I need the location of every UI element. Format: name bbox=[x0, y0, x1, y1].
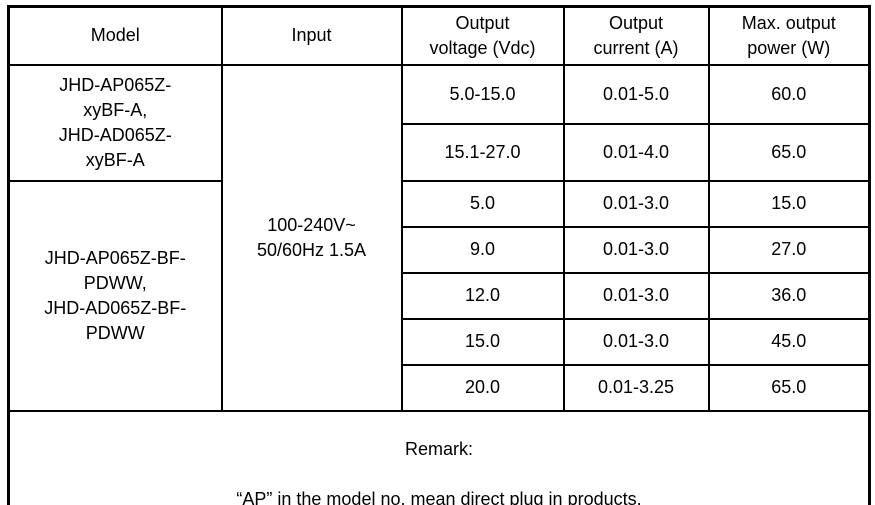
header-cell-model: Model bbox=[7, 5, 223, 66]
output-current-cell: 0.01-5.0 bbox=[562, 63, 710, 125]
output-voltage-cell: 15.1-27.0 bbox=[400, 122, 565, 182]
output-current-cell: 0.01-3.0 bbox=[562, 317, 710, 366]
model-cell-group-2: JHD-AP065Z-BF- PDWW, JHD-AD065Z-BF- PDWW bbox=[7, 179, 223, 412]
header-cell-input: Input bbox=[220, 5, 403, 66]
table-row: 9.0 0.01-3.0 27.0 bbox=[9, 225, 871, 274]
remark-line-ap: “AP” in the model no. mean direct plug i… bbox=[236, 488, 642, 505]
max-power-cell: 65.0 bbox=[707, 363, 871, 412]
header-cell-output-current: Output current (A) bbox=[562, 5, 710, 66]
output-voltage-cell: 12.0 bbox=[400, 271, 565, 320]
max-power-cell: 15.0 bbox=[707, 179, 871, 228]
header-cell-max-output-power: Max. output power (W) bbox=[707, 5, 871, 66]
header-row: Model Input Output voltage (Vdc) Output … bbox=[7, 5, 871, 66]
max-power-cell: 45.0 bbox=[707, 317, 871, 366]
spec-table: Model Input Output voltage (Vdc) Output … bbox=[7, 5, 871, 505]
model-cell-group-1: JHD-AP065Z- xyBF-A, JHD-AD065Z- xyBF-A bbox=[7, 63, 223, 182]
remark-title: Remark: bbox=[404, 438, 473, 459]
output-current-cell: 0.01-4.0 bbox=[562, 122, 710, 182]
max-power-cell: 65.0 bbox=[707, 122, 871, 182]
table-row: JHD-AP065Z-BF- PDWW, JHD-AD065Z-BF- PDWW… bbox=[7, 179, 871, 412]
output-current-cell: 0.01-3.25 bbox=[562, 363, 710, 412]
input-cell: 100-240V~ 50/60Hz 1.5A bbox=[220, 63, 403, 412]
output-voltage-cell: 20.0 bbox=[400, 363, 565, 412]
output-voltage-cell: 5.0 bbox=[400, 179, 565, 228]
max-power-cell: 36.0 bbox=[707, 271, 871, 320]
table-row: 15.1-27.0 0.01-4.0 65.0 bbox=[9, 122, 871, 182]
table-row: 12.0 0.01-3.0 36.0 bbox=[9, 271, 871, 320]
remark-row: Remark: “AP” in the model no. mean direc… bbox=[7, 409, 871, 505]
output-voltage-cell: 9.0 bbox=[400, 225, 565, 274]
output-voltage-cell: 15.0 bbox=[400, 317, 565, 366]
output-current-cell: 0.01-3.0 bbox=[562, 271, 710, 320]
table-row: 20.0 0.01-3.25 65.0 bbox=[9, 363, 871, 412]
table-row: JHD-AP065Z- xyBF-A, JHD-AD065Z- xyBF-A 1… bbox=[7, 63, 871, 412]
header-cell-output-voltage: Output voltage (Vdc) bbox=[400, 5, 565, 66]
output-current-cell: 0.01-3.0 bbox=[562, 179, 710, 228]
output-current-cell: 0.01-3.0 bbox=[562, 225, 710, 274]
max-power-cell: 60.0 bbox=[707, 63, 871, 125]
output-voltage-cell: 5.0-15.0 bbox=[400, 63, 565, 125]
max-power-cell: 27.0 bbox=[707, 225, 871, 274]
remark-cell: Remark: “AP” in the model no. mean direc… bbox=[7, 409, 871, 505]
table-row: 15.0 0.01-3.0 45.0 bbox=[9, 317, 871, 366]
